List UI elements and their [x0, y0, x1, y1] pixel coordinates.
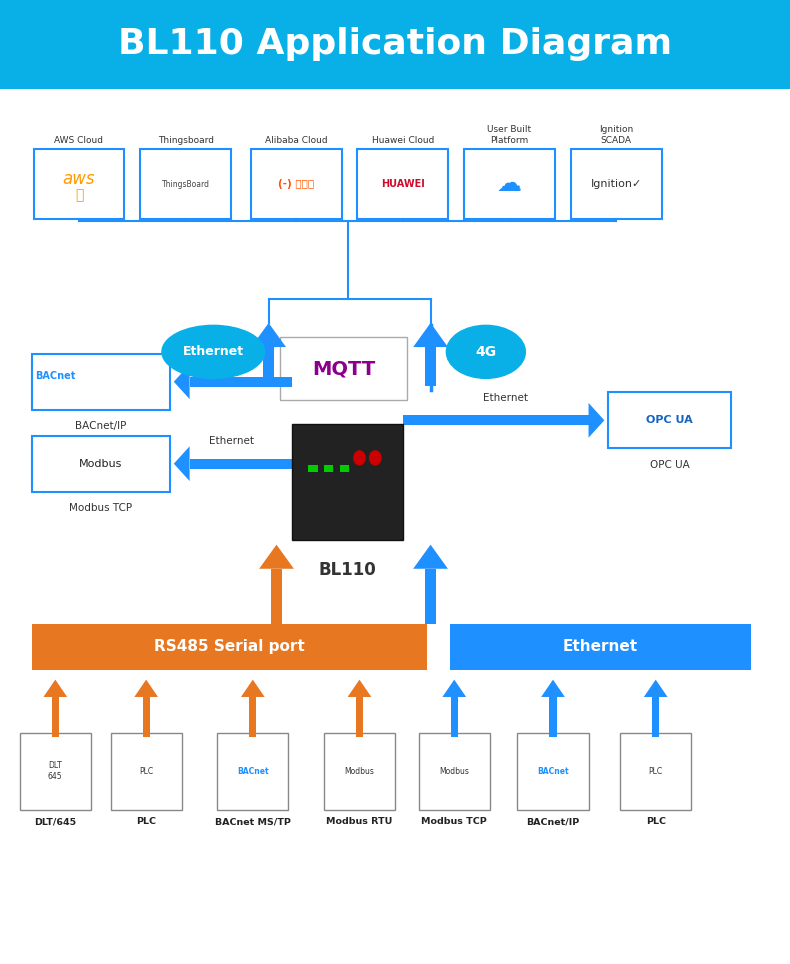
Polygon shape	[589, 403, 604, 438]
Text: Ignition
SCADA: Ignition SCADA	[599, 125, 634, 145]
Polygon shape	[413, 545, 448, 569]
Text: Thingsboard: Thingsboard	[158, 136, 213, 145]
Ellipse shape	[446, 326, 525, 378]
Bar	[308, 465, 318, 472]
FancyBboxPatch shape	[217, 733, 288, 810]
Text: HUAWEI: HUAWEI	[381, 179, 425, 189]
Text: 4G: 4G	[476, 345, 496, 359]
Text: aws: aws	[62, 171, 96, 188]
Polygon shape	[413, 323, 448, 347]
Text: Ethernet: Ethernet	[562, 639, 638, 655]
Bar	[263, 347, 274, 386]
FancyBboxPatch shape	[33, 149, 125, 219]
FancyBboxPatch shape	[280, 337, 407, 400]
FancyBboxPatch shape	[608, 392, 731, 448]
Bar	[0, 0, 790, 89]
Ellipse shape	[162, 326, 265, 378]
Text: Modbus: Modbus	[79, 459, 122, 469]
Text: Modbus RTU: Modbus RTU	[326, 817, 393, 826]
Bar	[190, 459, 292, 469]
Polygon shape	[174, 364, 190, 399]
Text: BACnet: BACnet	[36, 371, 76, 381]
Bar	[403, 415, 589, 425]
Text: 〜: 〜	[75, 189, 83, 202]
Text: Huawei Cloud: Huawei Cloud	[372, 136, 434, 145]
Text: OPC UA: OPC UA	[646, 415, 693, 425]
FancyBboxPatch shape	[20, 733, 91, 810]
Bar	[425, 347, 436, 386]
Polygon shape	[442, 680, 466, 697]
Text: Modbus TCP: Modbus TCP	[70, 503, 132, 513]
Text: BACnet MS/TP: BACnet MS/TP	[215, 817, 291, 826]
Text: Modbus: Modbus	[439, 766, 469, 776]
Circle shape	[353, 450, 366, 466]
Bar	[653, 697, 659, 737]
Polygon shape	[174, 446, 190, 481]
FancyBboxPatch shape	[141, 149, 231, 219]
Polygon shape	[644, 680, 668, 697]
Bar	[425, 569, 436, 624]
Text: Ethernet: Ethernet	[209, 355, 254, 364]
Text: User Built
Platform: User Built Platform	[487, 125, 532, 145]
FancyBboxPatch shape	[517, 733, 589, 810]
Bar	[550, 697, 557, 737]
Bar	[340, 465, 349, 472]
Text: Ethernet: Ethernet	[483, 393, 528, 403]
FancyBboxPatch shape	[111, 733, 182, 810]
Circle shape	[369, 450, 382, 466]
Text: Ethernet: Ethernet	[182, 345, 244, 359]
Text: PLC: PLC	[649, 766, 663, 776]
Text: OPC UA: OPC UA	[649, 460, 690, 469]
Text: PLC: PLC	[136, 817, 156, 826]
Bar	[142, 697, 150, 737]
Text: (-) 阿里云: (-) 阿里云	[278, 179, 314, 189]
Text: ThingsBoard: ThingsBoard	[162, 179, 209, 189]
Text: BACnet/IP: BACnet/IP	[526, 817, 580, 826]
Bar	[52, 697, 58, 737]
Text: Alibaba Cloud: Alibaba Cloud	[265, 136, 328, 145]
Bar	[450, 697, 458, 737]
Text: PLC: PLC	[645, 817, 666, 826]
Text: RS485 Serial port: RS485 Serial port	[154, 639, 304, 655]
Text: MQTT: MQTT	[312, 360, 375, 378]
Text: AWS Cloud: AWS Cloud	[55, 136, 103, 145]
Text: BL110: BL110	[318, 561, 377, 579]
Bar	[271, 569, 282, 624]
FancyBboxPatch shape	[324, 733, 395, 810]
Polygon shape	[348, 680, 371, 697]
Bar	[356, 697, 363, 737]
Text: DLT
645: DLT 645	[48, 762, 62, 781]
Text: BACnet/IP: BACnet/IP	[75, 421, 126, 431]
Polygon shape	[259, 545, 294, 569]
Bar	[292, 424, 403, 540]
Text: Modbus: Modbus	[344, 766, 374, 776]
Text: BL110 Application Diagram: BL110 Application Diagram	[118, 27, 672, 62]
FancyBboxPatch shape	[32, 354, 170, 410]
Text: BACnet: BACnet	[537, 766, 569, 776]
Polygon shape	[241, 680, 265, 697]
FancyBboxPatch shape	[251, 149, 341, 219]
Polygon shape	[43, 680, 67, 697]
FancyBboxPatch shape	[620, 733, 691, 810]
Text: DLT/645: DLT/645	[34, 817, 77, 826]
Polygon shape	[541, 680, 565, 697]
Text: Ethernet: Ethernet	[209, 437, 254, 446]
Bar	[250, 697, 256, 737]
FancyBboxPatch shape	[357, 149, 449, 219]
Text: Modbus TCP: Modbus TCP	[421, 817, 487, 826]
Text: Ignition✓: Ignition✓	[590, 179, 642, 189]
Polygon shape	[134, 680, 158, 697]
FancyBboxPatch shape	[419, 733, 490, 810]
Polygon shape	[251, 323, 286, 347]
Text: ☁: ☁	[497, 173, 522, 196]
Bar	[324, 465, 333, 472]
FancyBboxPatch shape	[570, 149, 662, 219]
Bar	[32, 624, 427, 670]
Text: BACnet: BACnet	[237, 766, 269, 776]
Bar	[450, 624, 750, 670]
FancyBboxPatch shape	[465, 149, 555, 219]
FancyBboxPatch shape	[32, 436, 170, 492]
Bar	[190, 377, 292, 387]
Text: PLC: PLC	[139, 766, 153, 776]
